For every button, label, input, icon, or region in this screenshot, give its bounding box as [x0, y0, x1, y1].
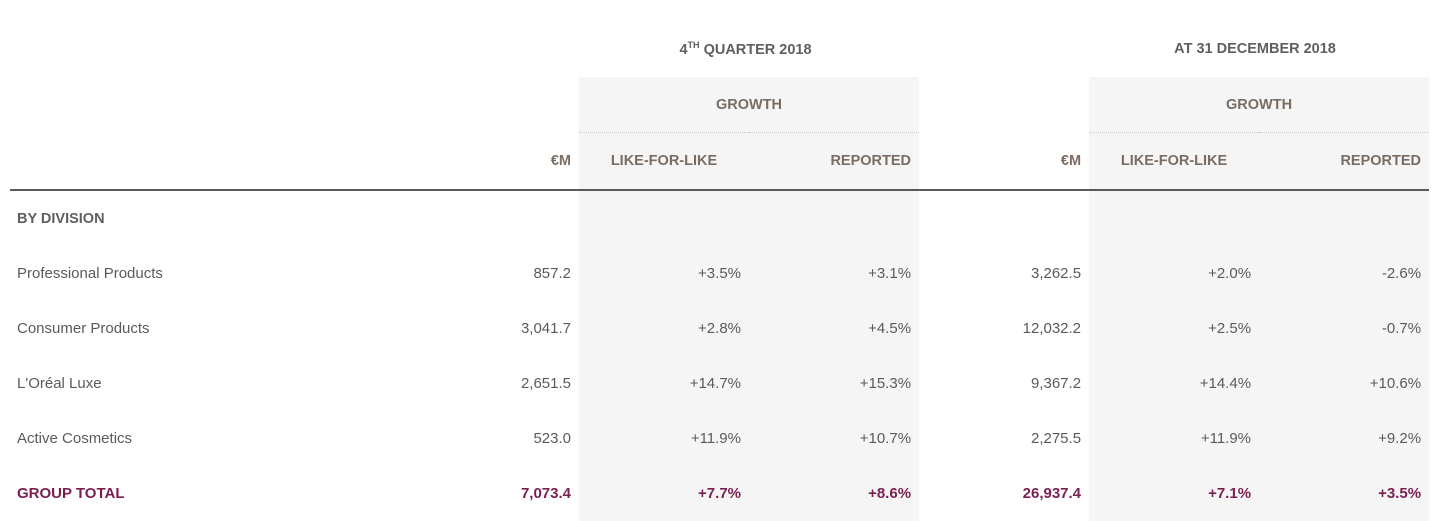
row-label: GROUP TOTAL — [17, 485, 125, 502]
table-row: L'Oréal Luxe 2,651.5 +14.7% +15.3% 9,367.2 +1… — [10, 356, 1430, 411]
year-eur-header: €M — [919, 132, 1090, 191]
q4-eur-header: €M — [400, 132, 579, 191]
group-total-row: GROUP TOTAL 7,073.4 +7.7% +8.6% 26,937.4… — [10, 466, 1430, 521]
year-lfl: +14.4% — [1089, 356, 1260, 411]
year-eur: 26,937.4 — [1022, 485, 1082, 502]
q4-eur: 523.0 — [533, 430, 571, 447]
q4-reported: +15.3% — [749, 356, 920, 411]
section-label: BY DIVISION — [17, 210, 105, 227]
year-eur: 12,032.2 — [1022, 320, 1082, 337]
year-header: AT 31 DECEMBER 2018 — [1174, 40, 1336, 57]
year-reported: +10.6% — [1259, 356, 1430, 411]
table-row: Consumer Products 3,041.7 +2.8% +4.5% 12,032… — [10, 301, 1430, 356]
q4-eur: 3,041.7 — [520, 320, 571, 337]
q4-growth-header: GROWTH — [579, 77, 920, 133]
year-reported-header: REPORTED — [1259, 132, 1430, 191]
row-label: Active Cosmetics — [17, 430, 133, 447]
year-lfl: +11.9% — [1089, 411, 1260, 466]
q4-reported: +3.1% — [749, 246, 920, 301]
q4-reported-header: REPORTED — [749, 132, 920, 191]
q4-eur: 2,651.5 — [520, 375, 571, 392]
q4-lfl-header: LIKE-FOR-LIKE — [579, 132, 749, 191]
q4-reported: +8.6% — [749, 466, 920, 521]
year-reported: +3.5% — [1259, 466, 1430, 521]
year-eur: 3,262.5 — [1030, 265, 1082, 282]
row-label: L'Oréal Luxe — [17, 375, 102, 392]
year-eur: 2,275.5 — [1030, 430, 1082, 447]
year-lfl: +7.1% — [1089, 466, 1260, 521]
q4-lfl: +14.7% — [579, 356, 749, 411]
q4-lfl: +7.7% — [579, 466, 749, 521]
year-eur: 9,367.2 — [1030, 375, 1082, 392]
year-lfl: +2.0% — [1089, 246, 1260, 301]
table-row: Professional Products 857.2 +3.5% +3.1% 3,26… — [10, 246, 1430, 301]
sales-table: 4TH QUARTER 2018 AT 31 DECEMBER 2018 GRO… — [10, 20, 1430, 521]
year-lfl-header: LIKE-FOR-LIKE — [1089, 132, 1260, 191]
q4-eur: 857.2 — [533, 265, 571, 282]
year-reported: -2.6% — [1259, 246, 1430, 301]
row-label: Professional Products — [17, 265, 163, 282]
year-reported: +9.2% — [1259, 411, 1430, 466]
q4-lfl: +11.9% — [579, 411, 749, 466]
year-lfl: +2.5% — [1089, 301, 1260, 356]
table-row: Active Cosmetics 523.0 +11.9% +10.7% 2,275.5… — [10, 411, 1430, 466]
q4-reported: +4.5% — [749, 301, 920, 356]
q4-eur: 7,073.4 — [520, 485, 571, 502]
q4-lfl: +3.5% — [579, 246, 749, 301]
row-label: Consumer Products — [17, 320, 150, 337]
year-reported: -0.7% — [1259, 301, 1430, 356]
year-growth-header: GROWTH — [1089, 77, 1430, 133]
q4-lfl: +2.8% — [579, 301, 749, 356]
q4-reported: +10.7% — [749, 411, 920, 466]
q4-header: 4TH QUARTER 2018 — [679, 39, 812, 58]
section-row: BY DIVISION — [10, 190, 1430, 246]
